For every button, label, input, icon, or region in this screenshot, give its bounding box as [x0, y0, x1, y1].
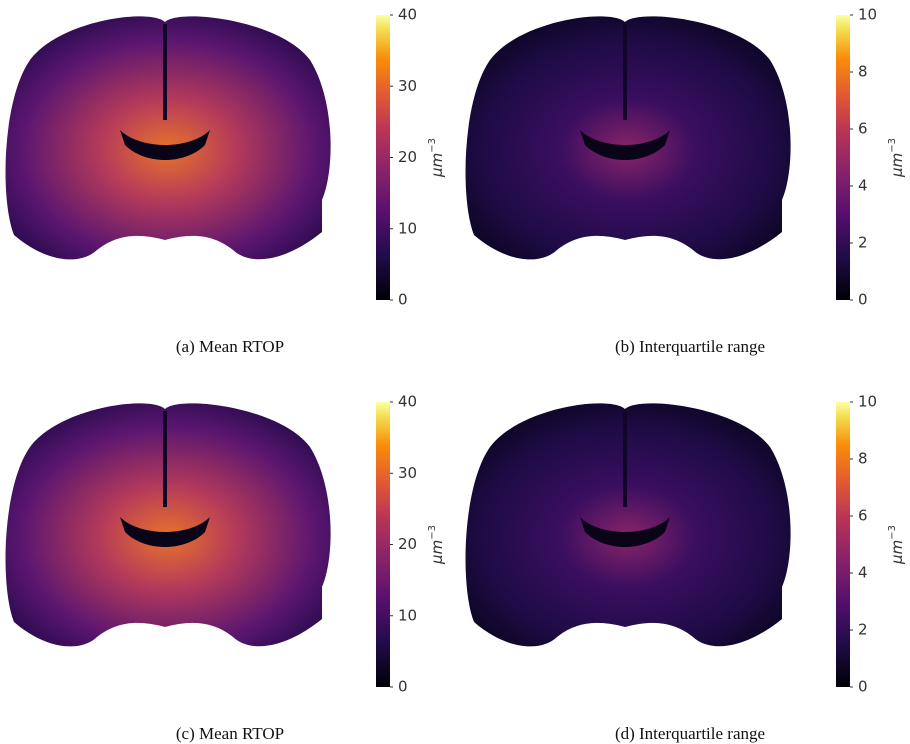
- colorbar-tick-label: 10: [398, 219, 417, 237]
- caption: (c) Mean RTOP: [176, 724, 284, 743]
- colorbar-label-exponent: −3: [887, 138, 898, 153]
- colorbar-tick-label: 6: [858, 507, 868, 525]
- caption: (d) Interquartile range: [615, 724, 765, 743]
- colorbar-tick-label: 0: [398, 291, 408, 309]
- colorbar-tick-label: 30: [398, 464, 417, 482]
- colorbar-tick-label: 0: [858, 678, 868, 696]
- brain-map: [466, 403, 791, 646]
- brain-map: [6, 16, 331, 259]
- colorbar-tick-label: 10: [398, 606, 417, 624]
- colorbar-label-group: μm−3: [427, 138, 446, 178]
- colorbar-label-group: μm−3: [887, 138, 906, 178]
- colorbar-label-group: μm−3: [887, 525, 906, 565]
- colorbar-tick-label: 2: [858, 621, 868, 639]
- colorbar-tick-label: 30: [398, 77, 417, 95]
- brain-map: [6, 403, 331, 646]
- colorbar-tick-label: 10: [858, 393, 877, 411]
- colorbar-tick-label: 2: [858, 234, 868, 252]
- brain-map: [466, 16, 791, 259]
- colorbar-label-unit: μm: [888, 540, 906, 565]
- panel: 0 10 20 30 40 μm−3 (a) Mean RTOP: [6, 6, 446, 357]
- colorbar-label-exponent: −3: [427, 525, 438, 540]
- colorbar-label: μm−3: [887, 138, 906, 178]
- panel: 0 2 4 6 8 10 μm−3 (d) Interquartile range: [466, 393, 906, 744]
- colorbar: [836, 15, 850, 300]
- colorbar-label: μm−3: [887, 525, 906, 565]
- colorbar-tick-label: 20: [398, 535, 417, 553]
- colorbar: [376, 402, 390, 687]
- colorbar-label-unit: μm: [428, 540, 446, 565]
- colorbar-label-group: μm−3: [427, 525, 446, 565]
- colorbar-tick-label: 20: [398, 148, 417, 166]
- colorbar: [376, 15, 390, 300]
- colorbar-label-exponent: −3: [427, 138, 438, 153]
- colorbar: [836, 402, 850, 687]
- colorbar-tick-label: 10: [858, 6, 877, 24]
- colorbar-label: μm−3: [427, 525, 446, 565]
- caption: (b) Interquartile range: [615, 337, 765, 356]
- colorbar-label-exponent: −3: [887, 525, 898, 540]
- colorbar-tick-label: 6: [858, 120, 868, 138]
- colorbar-tick-label: 4: [858, 564, 868, 582]
- colorbar-tick-label: 4: [858, 177, 868, 195]
- colorbar-tick-label: 40: [398, 6, 417, 24]
- panel: 0 10 20 30 40 μm−3 (c) Mean RTOP: [6, 393, 446, 744]
- colorbar-tick-label: 8: [858, 63, 868, 81]
- colorbar-label: μm−3: [427, 138, 446, 178]
- colorbar-tick-label: 0: [858, 291, 868, 309]
- panel: 0 2 4 6 8 10 μm−3 (b) Interquartile range: [466, 6, 906, 357]
- figure: 010203040μm−3(a) Mean RTOP0246810μm−3(b)…: [0, 0, 910, 744]
- colorbar-label-unit: μm: [428, 153, 446, 178]
- colorbar-tick-label: 0: [398, 678, 408, 696]
- colorbar-label-unit: μm: [888, 153, 906, 178]
- caption: (a) Mean RTOP: [176, 337, 284, 356]
- colorbar-tick-label: 40: [398, 393, 417, 411]
- colorbar-tick-label: 8: [858, 450, 868, 468]
